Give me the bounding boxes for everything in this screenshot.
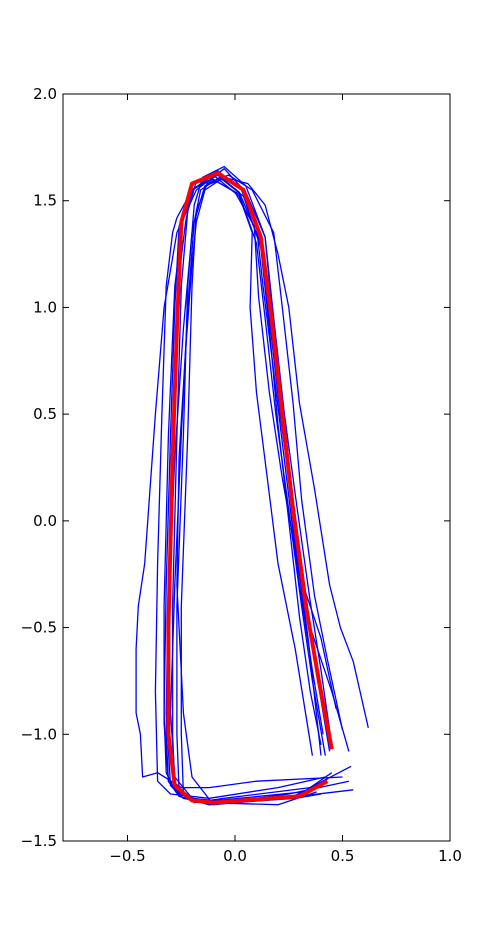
y-tick-label: 0.0 (33, 512, 57, 530)
axes-layer: −0.5 0.0 0.5 1.0 −1.5 −1.0 −0.5 0.0 0.5 1.0 1.5 2.0 (21, 85, 462, 865)
y-tick-label: 0.5 (33, 405, 57, 423)
y-tick-label: −0.5 (21, 619, 57, 637)
mean-trajectory-line (166, 171, 334, 805)
trajectory-line-8 (176, 176, 369, 806)
trajectory-line-9 (169, 178, 322, 804)
y-tick-label: 1.5 (33, 192, 57, 210)
plot-frame (62, 93, 451, 842)
x-tick-label: 1.0 (438, 847, 462, 865)
trajectory-line-10 (165, 176, 350, 806)
mean-layer (166, 171, 334, 805)
y-tick-label: 1.0 (33, 298, 57, 316)
x-tick-label: −0.5 (109, 847, 145, 865)
y-tick-label: −1.5 (21, 832, 57, 850)
y-tick-label: −1.0 (21, 725, 57, 743)
y-tick-label: 2.0 (33, 85, 57, 103)
x-tick-label: 0.0 (223, 847, 247, 865)
x-tick-label: 0.5 (331, 847, 355, 865)
